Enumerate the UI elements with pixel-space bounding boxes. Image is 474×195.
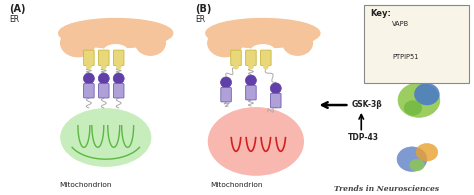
Ellipse shape [246,75,256,86]
Ellipse shape [380,33,384,38]
FancyBboxPatch shape [113,50,124,66]
Ellipse shape [59,18,173,48]
Ellipse shape [243,32,277,50]
Ellipse shape [61,109,151,166]
FancyBboxPatch shape [99,84,109,98]
Ellipse shape [61,29,95,57]
Text: Trends in Neurosciences: Trends in Neurosciences [335,185,439,193]
Ellipse shape [410,159,424,171]
FancyBboxPatch shape [246,50,256,66]
Ellipse shape [95,32,130,50]
Text: PTPIP51: PTPIP51 [392,54,419,60]
Ellipse shape [416,143,438,161]
Text: ER: ER [195,15,205,24]
FancyBboxPatch shape [83,84,94,98]
Ellipse shape [98,73,109,84]
Ellipse shape [101,64,106,69]
Text: Mitochondrion: Mitochondrion [210,182,263,188]
Ellipse shape [209,108,303,175]
Ellipse shape [103,44,128,58]
Ellipse shape [398,83,440,117]
FancyBboxPatch shape [364,5,469,83]
Ellipse shape [208,29,243,57]
Ellipse shape [377,48,388,59]
Ellipse shape [404,101,422,115]
Ellipse shape [248,64,254,69]
Ellipse shape [113,73,124,84]
Text: TDP-43: TDP-43 [348,133,379,143]
Text: (A): (A) [9,4,26,13]
Ellipse shape [220,77,231,88]
Ellipse shape [414,83,439,105]
Text: VAPB: VAPB [392,21,409,27]
Ellipse shape [83,73,94,84]
Ellipse shape [86,64,91,69]
FancyBboxPatch shape [231,50,241,66]
Ellipse shape [136,31,165,55]
FancyBboxPatch shape [377,59,387,73]
FancyBboxPatch shape [261,50,271,66]
Ellipse shape [264,64,268,69]
Ellipse shape [234,64,238,69]
Ellipse shape [283,31,312,55]
Text: ER: ER [9,15,19,24]
FancyBboxPatch shape [99,50,109,66]
Text: Mitochondrion: Mitochondrion [59,182,111,188]
Ellipse shape [206,18,320,48]
Ellipse shape [397,147,427,171]
FancyBboxPatch shape [246,86,256,100]
Text: Key:: Key: [370,9,391,19]
Ellipse shape [250,44,275,58]
FancyBboxPatch shape [271,93,281,108]
FancyBboxPatch shape [113,84,124,98]
Text: GSK-3β: GSK-3β [351,100,382,109]
Ellipse shape [270,83,281,94]
FancyBboxPatch shape [377,19,387,34]
Text: (B): (B) [195,4,211,13]
FancyBboxPatch shape [83,50,94,66]
FancyBboxPatch shape [221,88,231,102]
Ellipse shape [116,64,121,69]
